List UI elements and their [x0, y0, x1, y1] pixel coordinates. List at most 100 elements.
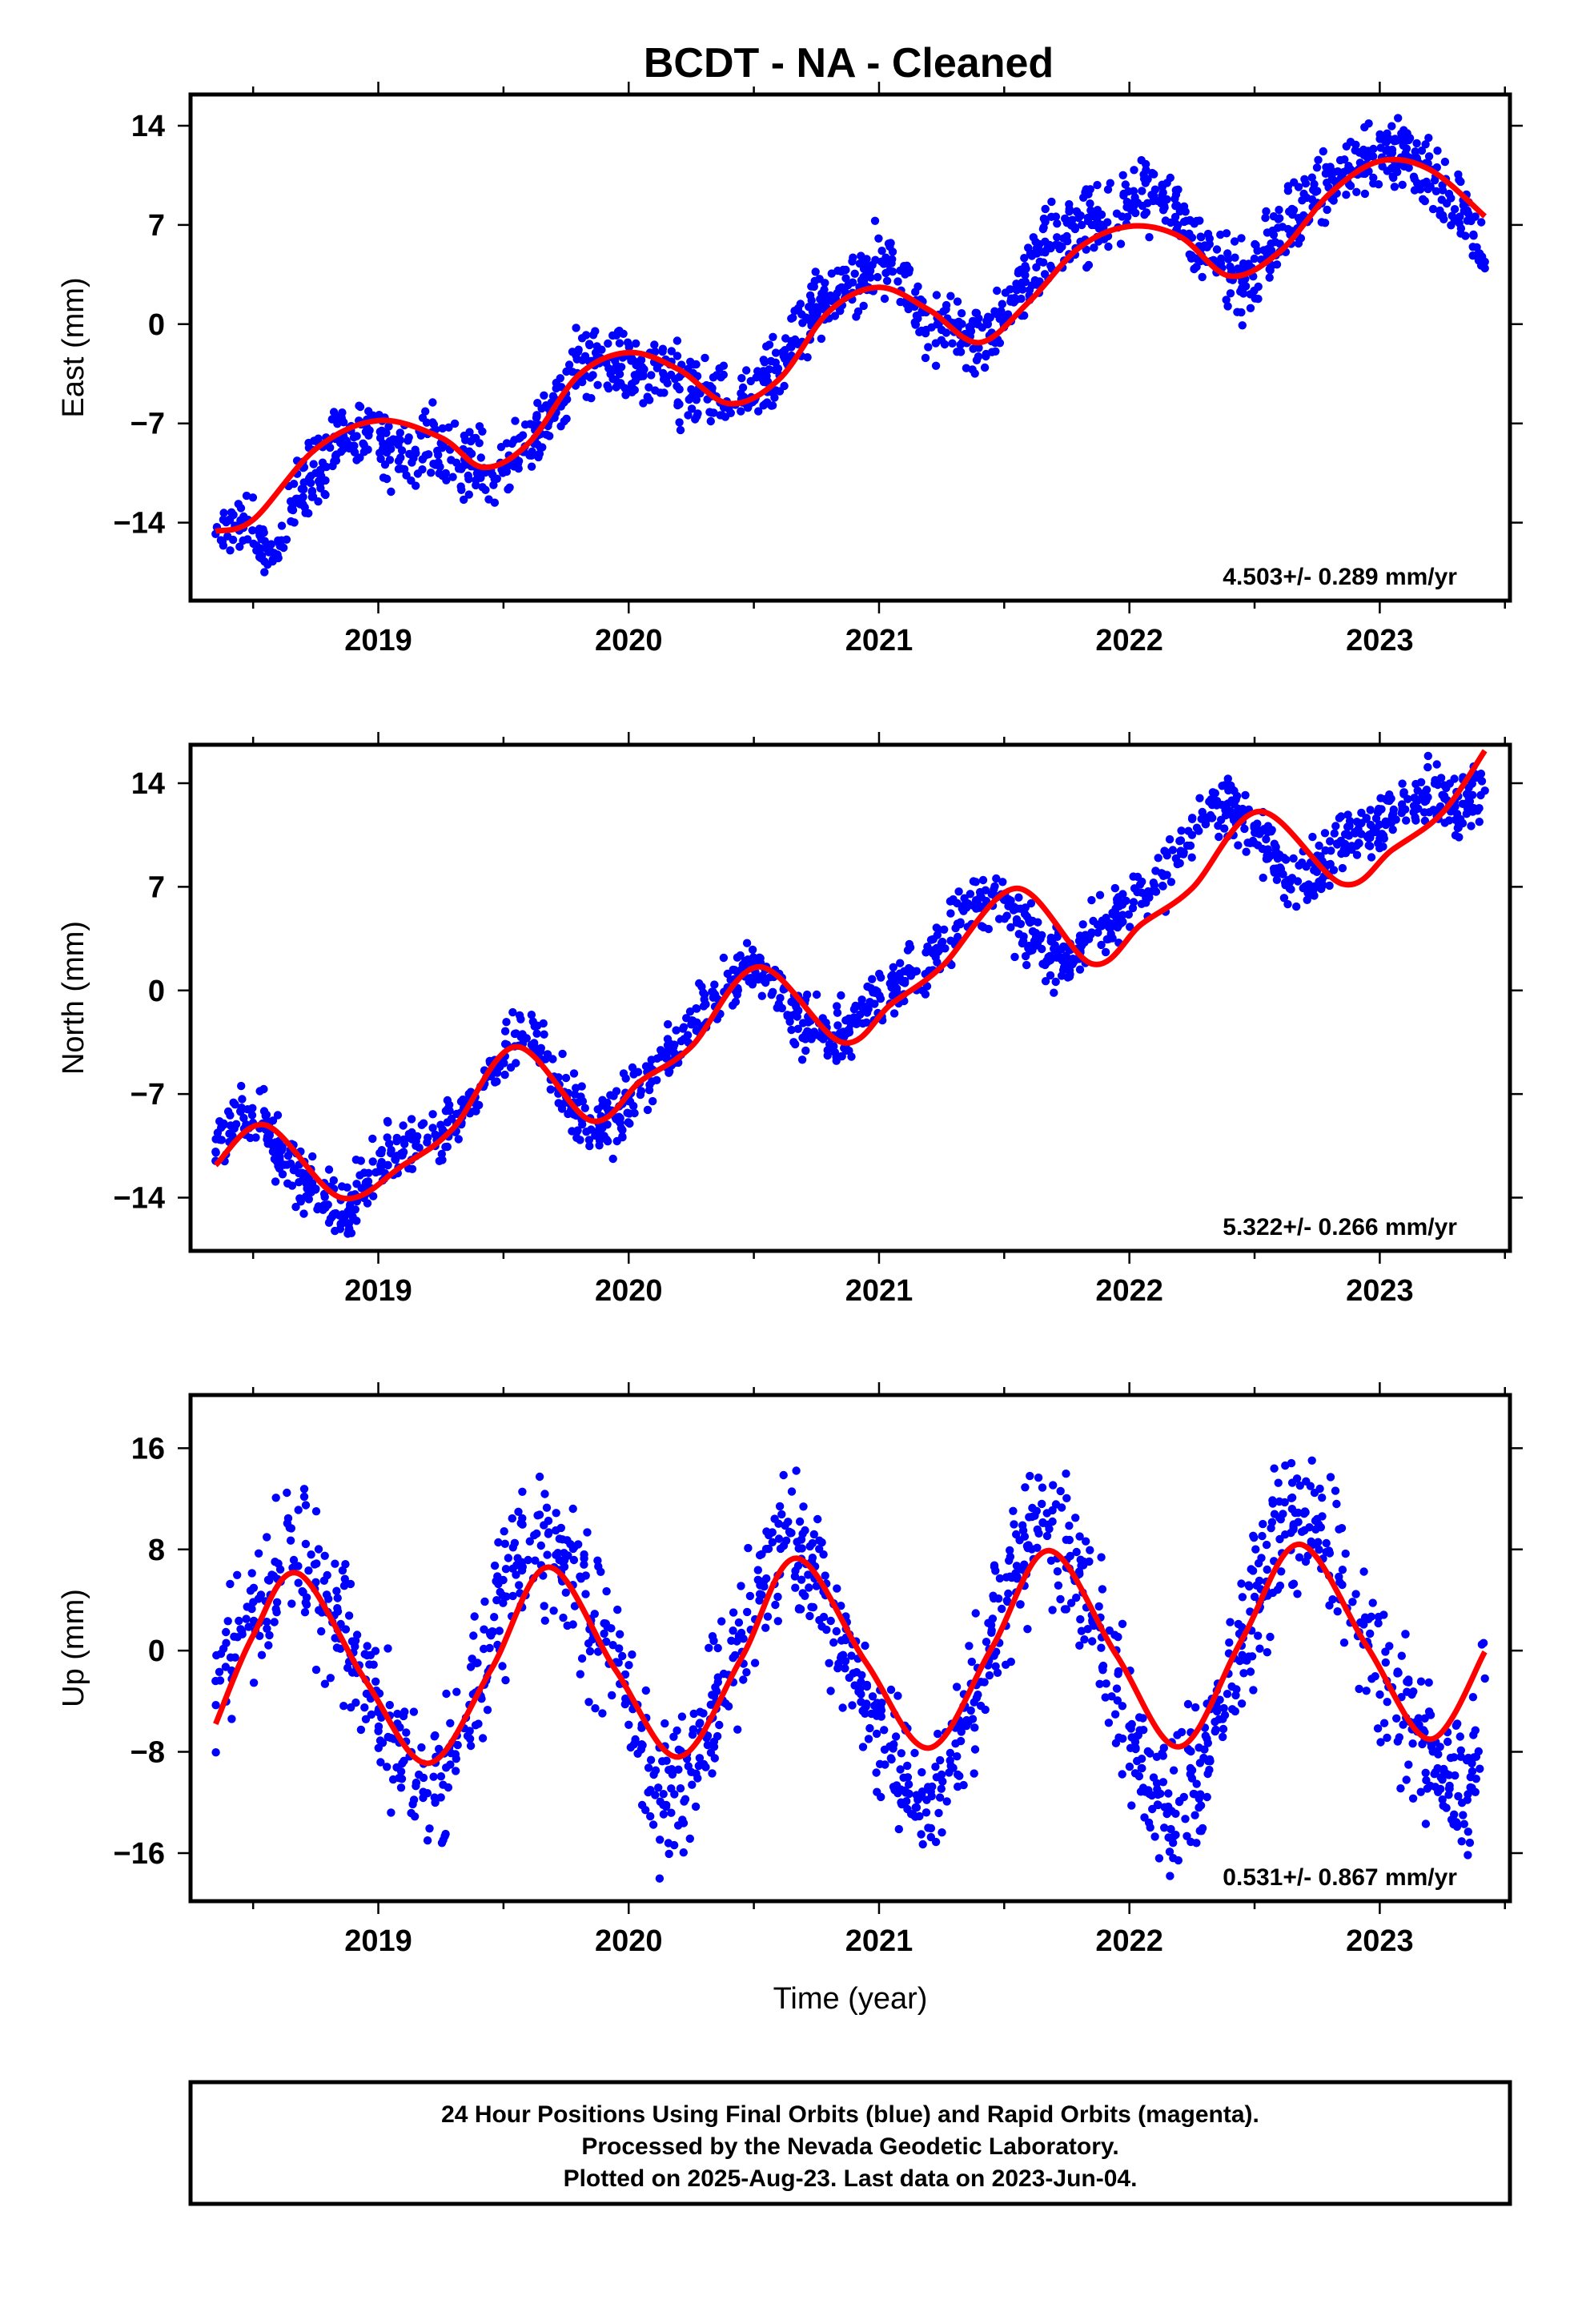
- up-point: [1072, 1593, 1081, 1602]
- north-x-tick-label: 2019: [344, 1274, 412, 1308]
- up-point: [540, 1616, 549, 1625]
- up-point: [356, 1725, 366, 1735]
- up-point: [226, 1653, 235, 1662]
- east-point: [769, 332, 777, 341]
- north-point: [280, 1160, 289, 1169]
- east-point: [1020, 311, 1029, 320]
- up-point: [665, 1849, 673, 1859]
- north-point: [1223, 774, 1233, 783]
- north-y-tick-label: 14: [131, 767, 165, 801]
- up-point: [1356, 1618, 1365, 1627]
- up-point: [1003, 1597, 1012, 1606]
- east-point: [239, 536, 247, 545]
- up-point: [689, 1725, 698, 1734]
- up-point: [1007, 1573, 1016, 1582]
- up-point: [371, 1647, 380, 1655]
- north-point: [1128, 903, 1138, 913]
- north-point: [1403, 794, 1412, 803]
- east-point: [1364, 119, 1373, 128]
- north-point: [1259, 873, 1267, 883]
- north-point: [1369, 826, 1379, 834]
- east-point: [572, 324, 580, 332]
- east-point: [1455, 175, 1464, 184]
- north-point: [1065, 966, 1074, 975]
- east-point: [450, 419, 460, 428]
- up-point: [1314, 1538, 1323, 1546]
- up-point: [773, 1592, 782, 1602]
- east-point: [404, 436, 412, 445]
- up-point: [247, 1569, 256, 1578]
- east-point: [1369, 144, 1378, 154]
- up-point: [1134, 1713, 1144, 1722]
- east-point: [1195, 216, 1204, 225]
- up-point: [864, 1735, 873, 1743]
- up-point: [1270, 1464, 1279, 1473]
- east-point: [562, 367, 571, 376]
- east-point: [497, 465, 506, 474]
- east-point: [651, 348, 660, 356]
- east-point: [434, 450, 443, 460]
- north-point: [752, 956, 761, 966]
- east-point: [744, 404, 753, 412]
- up-point: [583, 1528, 592, 1537]
- up-point: [1127, 1801, 1136, 1810]
- up-point: [307, 1550, 315, 1559]
- up-point: [826, 1616, 835, 1626]
- north-point: [1283, 899, 1292, 909]
- north-point: [1192, 823, 1202, 832]
- up-point: [750, 1659, 760, 1667]
- up-point: [341, 1560, 350, 1569]
- up-point: [388, 1775, 398, 1784]
- up-point: [1460, 1819, 1469, 1828]
- up-data-point: [487, 1631, 496, 1640]
- east-point: [1251, 294, 1259, 303]
- north-point: [428, 1110, 437, 1119]
- east-point: [1474, 256, 1484, 265]
- up-point: [1215, 1695, 1224, 1704]
- up-point: [1174, 1797, 1184, 1807]
- up-point: [294, 1506, 303, 1514]
- north-point: [1198, 807, 1207, 817]
- north-point: [1315, 841, 1323, 850]
- up-point: [1053, 1567, 1062, 1576]
- up-point: [743, 1607, 752, 1617]
- east-point: [859, 301, 868, 311]
- north-point: [1452, 810, 1462, 818]
- east-point: [421, 407, 430, 416]
- east-point: [671, 375, 680, 384]
- up-point: [561, 1588, 570, 1597]
- up-point: [580, 1554, 588, 1563]
- up-point: [712, 1687, 721, 1696]
- north-point: [268, 1147, 278, 1156]
- north-point: [1462, 790, 1472, 798]
- up-point: [594, 1562, 603, 1571]
- east-point: [939, 307, 948, 316]
- up-point: [563, 1536, 572, 1545]
- north-point: [1168, 846, 1178, 854]
- north-point: [1340, 848, 1350, 858]
- north-point: [719, 953, 729, 963]
- up-point: [1295, 1553, 1304, 1562]
- north-data-point: [1187, 830, 1197, 839]
- east-point: [997, 307, 1006, 316]
- up-point: [1082, 1537, 1090, 1546]
- up-point: [524, 1555, 532, 1565]
- north-point: [969, 877, 978, 886]
- east-point: [1226, 262, 1235, 271]
- north-point: [832, 1056, 841, 1065]
- east-point: [438, 424, 447, 433]
- north-data-point: [1363, 832, 1372, 841]
- north-point: [1118, 890, 1127, 899]
- north-point: [515, 1011, 524, 1020]
- up-point: [257, 1651, 267, 1659]
- up-point: [1045, 1525, 1054, 1534]
- up-y-axis-label: Up (mm): [57, 1589, 90, 1707]
- up-point: [332, 1643, 342, 1652]
- up-point: [1211, 1725, 1220, 1735]
- north-point: [259, 1107, 269, 1116]
- up-point: [761, 1623, 770, 1632]
- up-point: [320, 1551, 329, 1561]
- up-point: [1351, 1590, 1360, 1598]
- up-point: [694, 1761, 703, 1771]
- east-point: [811, 267, 820, 276]
